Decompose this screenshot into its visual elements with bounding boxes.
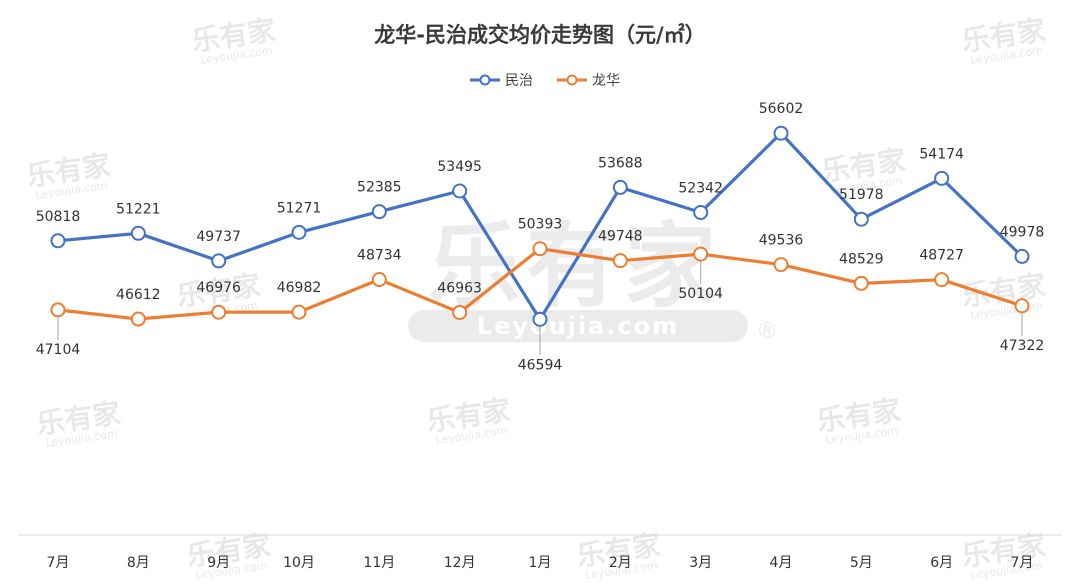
data-label: 46594 [518,357,563,373]
data-label: 50818 [36,209,81,225]
data-point [211,253,227,269]
data-point [50,302,66,318]
data-point [291,304,307,320]
data-label: 49737 [196,229,241,245]
data-label: 51978 [839,187,884,203]
watermark-large-domain: Leyoujia.com [477,312,679,340]
data-label: 52385 [357,180,402,196]
data-label: 47104 [36,342,81,358]
chart-title: 龙华-民治成交均价走势图（元/㎡） [374,23,705,47]
x-tick-label: 4月 [770,555,793,571]
data-point [1014,248,1030,264]
data-label: 46982 [277,280,322,296]
x-tick-label: 7月 [1011,555,1034,571]
data-label: 50393 [518,217,563,233]
data-point [291,224,307,240]
series-layer [50,125,1030,327]
legend-label-1: 民治 [505,73,533,89]
data-label: 47322 [1000,338,1045,354]
watermark-registered-mark: ® [756,319,778,344]
data-label: 48727 [919,248,964,264]
x-tick-label: 11月 [363,555,395,571]
x-tick-label: 7月 [47,555,70,571]
x-tick-label: 5月 [850,555,873,571]
legend-marker-2 [566,74,578,86]
data-point [853,275,869,291]
data-label: 49536 [759,233,804,249]
data-point [1014,298,1030,314]
data-point [934,272,950,288]
data-point [612,253,628,269]
data-point [371,204,387,220]
data-point [773,125,789,141]
data-label: 48529 [839,251,884,267]
legend: 民治 龙华 [470,73,620,89]
data-point [853,211,869,227]
x-axis-ticks: 7月 8月 9月 10月 11月 12月 1月 2月 3月 4月 5月 6月 7月 [47,555,1034,571]
data-label: 46963 [437,280,482,296]
data-labels: 50818 51221 49737 51271 52385 53495 46594 53688… [36,101,1045,373]
data-point [130,225,146,241]
x-tick-label: 1月 [529,555,552,571]
data-label: 46976 [196,280,241,296]
data-point [934,170,950,186]
data-point [452,183,468,199]
data-label: 56602 [759,101,804,117]
legend-marker-1 [479,74,491,86]
x-tick-label: 12月 [444,555,476,571]
data-label: 52342 [678,180,723,196]
data-point [130,311,146,327]
data-point [693,204,709,220]
data-point [693,246,709,262]
data-label: 46612 [116,287,161,303]
data-point [532,241,548,257]
x-tick-label: 2月 [609,555,632,571]
data-point [452,304,468,320]
x-tick-label: 9月 [207,555,230,571]
data-point [50,233,66,249]
data-label: 53688 [598,155,643,171]
data-point [773,257,789,273]
x-tick-label: 6月 [930,555,953,571]
data-point [532,311,548,327]
data-label: 50104 [678,286,723,302]
legend-label-2: 龙华 [592,73,620,89]
watermark-large-bar [408,310,748,342]
data-point [211,304,227,320]
x-tick-label: 10月 [283,555,315,571]
data-label: 51271 [277,200,322,216]
x-tick-label: 3月 [689,555,712,571]
data-label: 53495 [437,159,482,175]
data-label: 51221 [116,201,161,217]
data-point [371,272,387,288]
data-label: 49978 [1000,224,1045,240]
x-tick-label: 8月 [127,555,150,571]
data-point [612,179,628,195]
data-label: 48734 [357,248,402,264]
data-label: 49748 [598,229,643,245]
data-label: 54174 [919,146,964,162]
